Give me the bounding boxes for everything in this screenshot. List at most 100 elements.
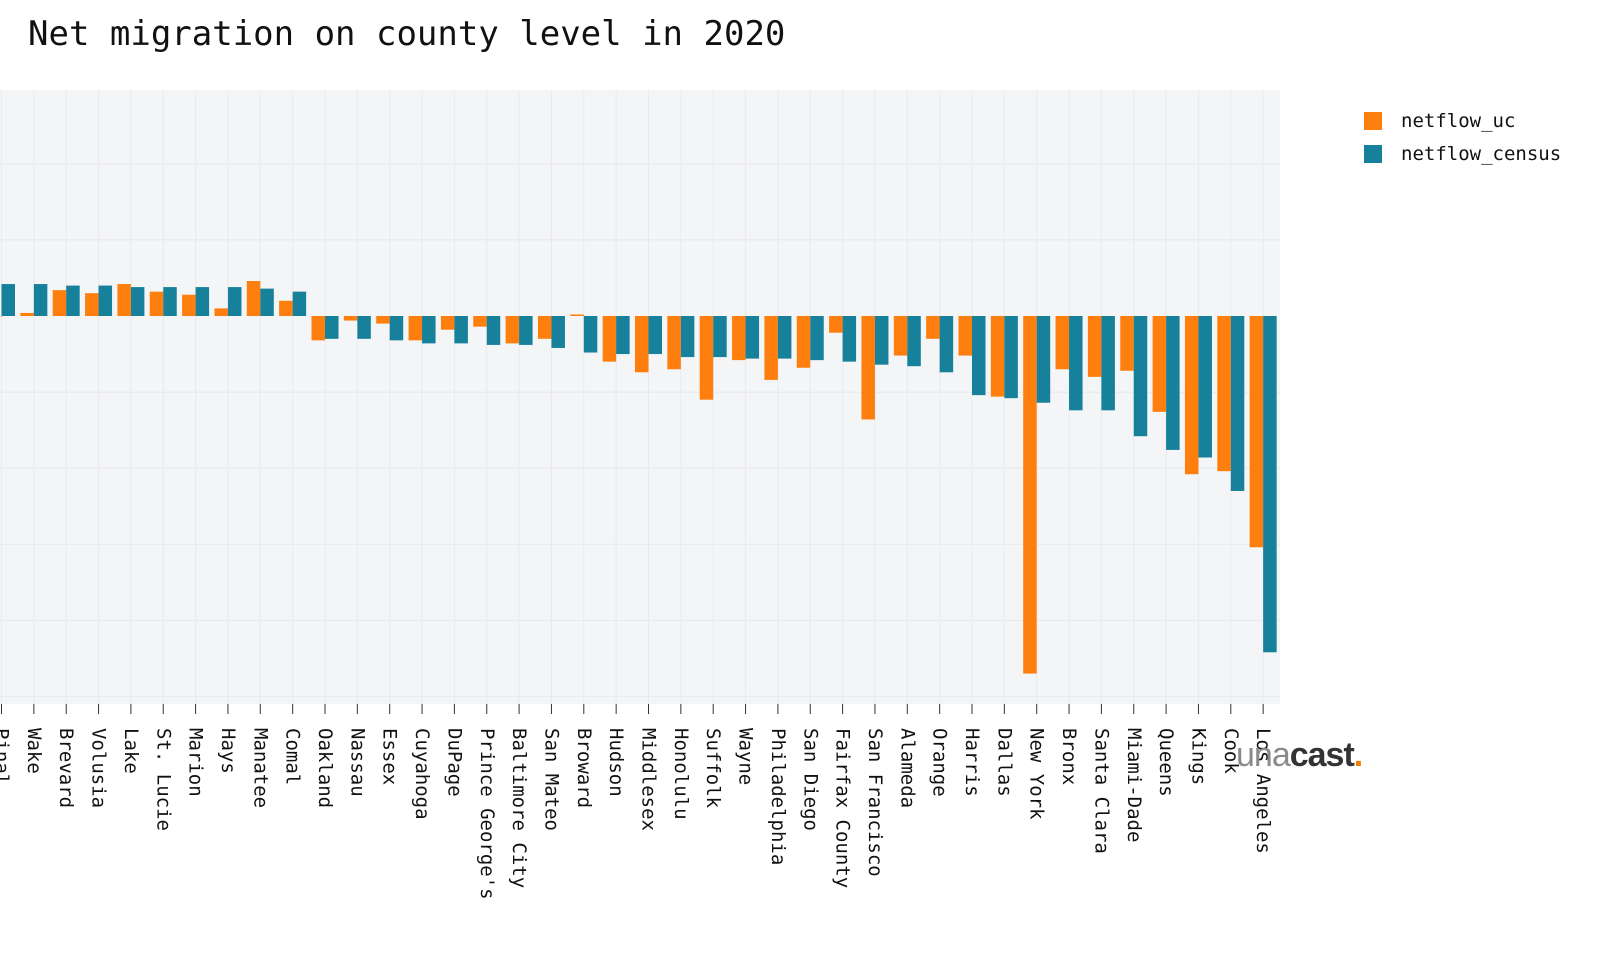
bar-netflow_uc[interactable] bbox=[1120, 316, 1134, 371]
legend-item-census[interactable]: netflow_census bbox=[1364, 137, 1561, 170]
bar-netflow_uc[interactable] bbox=[505, 316, 520, 344]
bar-netflow_uc[interactable] bbox=[149, 291, 164, 316]
bar-netflow_uc[interactable] bbox=[699, 316, 714, 400]
bar-netflow_uc[interactable] bbox=[893, 316, 908, 356]
bar-netflow_census[interactable] bbox=[130, 287, 145, 316]
bar-netflow_uc[interactable] bbox=[990, 316, 1005, 397]
bar-netflow_census[interactable] bbox=[616, 316, 630, 355]
bar-netflow_census[interactable] bbox=[745, 316, 760, 359]
bar-netflow_uc[interactable] bbox=[602, 316, 617, 362]
x-tick-label: Comal bbox=[282, 728, 304, 785]
bar-netflow_uc[interactable] bbox=[311, 316, 326, 341]
bar-netflow_uc[interactable] bbox=[473, 316, 487, 327]
bar-netflow_census[interactable] bbox=[713, 316, 727, 358]
bar-netflow_census[interactable] bbox=[810, 316, 824, 361]
legend-swatch-uc bbox=[1364, 111, 1382, 130]
bar-netflow_uc[interactable] bbox=[635, 316, 649, 373]
x-tick-label: Cook bbox=[1220, 728, 1242, 774]
bar-netflow_census[interactable] bbox=[1230, 316, 1245, 491]
bar-netflow_census[interactable] bbox=[98, 285, 113, 316]
bar-netflow_uc[interactable] bbox=[440, 316, 455, 330]
bar-netflow_uc[interactable] bbox=[1055, 316, 1070, 370]
bar-netflow_census[interactable] bbox=[486, 316, 501, 345]
x-tick-label: Pinal bbox=[0, 728, 13, 785]
legend-item-uc[interactable]: netflow_uc bbox=[1364, 104, 1561, 137]
bar-netflow_uc[interactable] bbox=[958, 316, 973, 356]
bar-netflow_uc[interactable] bbox=[732, 316, 746, 361]
bar-netflow_uc[interactable] bbox=[182, 294, 196, 316]
bar-netflow_census[interactable] bbox=[422, 316, 436, 344]
bar-netflow_census[interactable] bbox=[454, 316, 468, 344]
bar-netflow_census[interactable] bbox=[1263, 316, 1277, 653]
bar-netflow_uc[interactable] bbox=[667, 316, 681, 370]
bar-netflow_census[interactable] bbox=[66, 285, 80, 316]
bar-netflow_census[interactable] bbox=[1, 284, 16, 316]
bar-netflow_census[interactable] bbox=[227, 287, 242, 316]
bar-netflow_uc[interactable] bbox=[408, 316, 423, 341]
bar-netflow_census[interactable] bbox=[1101, 316, 1115, 411]
bar-netflow_uc[interactable] bbox=[861, 316, 875, 420]
bar-netflow_census[interactable] bbox=[325, 316, 339, 339]
bar-netflow_census[interactable] bbox=[1133, 316, 1148, 437]
bar-netflow_census[interactable] bbox=[648, 316, 663, 355]
bar-netflow_uc[interactable] bbox=[570, 314, 584, 316]
bar-netflow_uc[interactable] bbox=[1023, 316, 1037, 674]
bar-netflow_uc[interactable] bbox=[117, 284, 131, 316]
x-tick-label: Honolulu bbox=[670, 728, 692, 820]
bar-netflow_uc[interactable] bbox=[246, 281, 261, 316]
x-tick-label: Santa Clara bbox=[1090, 728, 1112, 854]
bar-netflow_census[interactable] bbox=[1004, 316, 1018, 399]
bar-netflow_census[interactable] bbox=[874, 316, 889, 365]
bar-netflow_census[interactable] bbox=[292, 291, 307, 316]
x-tick-label: Nassau bbox=[346, 728, 368, 797]
x-tick-label: Baltimore City bbox=[508, 728, 530, 888]
bar-netflow_uc[interactable] bbox=[796, 316, 811, 368]
bar-netflow_census[interactable] bbox=[907, 316, 921, 367]
bar-netflow_uc[interactable] bbox=[1249, 316, 1264, 548]
bar-netflow_census[interactable] bbox=[389, 316, 404, 341]
x-tick-label: San Mateo bbox=[540, 728, 562, 831]
bar-netflow_census[interactable] bbox=[519, 316, 533, 345]
bar-netflow_uc[interactable] bbox=[1184, 316, 1199, 475]
bar-netflow_uc[interactable] bbox=[537, 316, 552, 339]
bar-netflow_uc[interactable] bbox=[829, 316, 843, 333]
bar-netflow_census[interactable] bbox=[680, 316, 695, 358]
x-tick-label: San Francisco bbox=[864, 728, 886, 877]
x-tick-label: Manatee bbox=[249, 728, 271, 808]
bar-netflow_uc[interactable] bbox=[764, 316, 778, 380]
bar-netflow_census[interactable] bbox=[551, 316, 565, 348]
bar-netflow_census[interactable] bbox=[1166, 316, 1180, 450]
bar-netflow_uc[interactable] bbox=[376, 316, 390, 324]
bar-netflow_uc[interactable] bbox=[1217, 316, 1231, 472]
bar-netflow_uc[interactable] bbox=[20, 312, 34, 316]
bar-netflow_census[interactable] bbox=[357, 316, 371, 339]
bar-netflow_census[interactable] bbox=[1069, 316, 1083, 411]
bar-netflow_uc[interactable] bbox=[1087, 316, 1102, 377]
bar-netflow_census[interactable] bbox=[163, 287, 177, 316]
x-tick-label: Essex bbox=[379, 728, 401, 785]
bar-netflow_census[interactable] bbox=[1036, 316, 1051, 403]
x-tick-label: Wayne bbox=[735, 728, 757, 785]
x-tick-label: Cuyahoga bbox=[411, 728, 433, 820]
bar-netflow_census[interactable] bbox=[260, 288, 274, 316]
x-tick-label: Marion bbox=[185, 728, 207, 797]
gridlines bbox=[0, 90, 1280, 704]
bar-netflow_census[interactable] bbox=[195, 287, 210, 316]
bar-netflow_uc[interactable] bbox=[0, 316, 2, 317]
bar-netflow_census[interactable] bbox=[939, 316, 954, 373]
bar-netflow_census[interactable] bbox=[33, 284, 48, 316]
bar-netflow_census[interactable] bbox=[1198, 316, 1212, 458]
bar-netflow_census[interactable] bbox=[777, 316, 792, 359]
x-tick-label: Alameda bbox=[896, 728, 918, 808]
bar-netflow_uc[interactable] bbox=[1152, 316, 1167, 412]
bar-netflow_uc[interactable] bbox=[214, 308, 228, 316]
bar-netflow_uc[interactable] bbox=[85, 293, 99, 316]
bar-netflow_census[interactable] bbox=[842, 316, 857, 362]
bar-netflow_uc[interactable] bbox=[926, 316, 940, 339]
bar-netflow_uc[interactable] bbox=[343, 316, 358, 321]
bar-netflow_uc[interactable] bbox=[279, 300, 293, 316]
bar-netflow_census[interactable] bbox=[583, 316, 598, 353]
bar-netflow_uc[interactable] bbox=[52, 290, 67, 316]
bar-netflow_census[interactable] bbox=[972, 316, 986, 396]
